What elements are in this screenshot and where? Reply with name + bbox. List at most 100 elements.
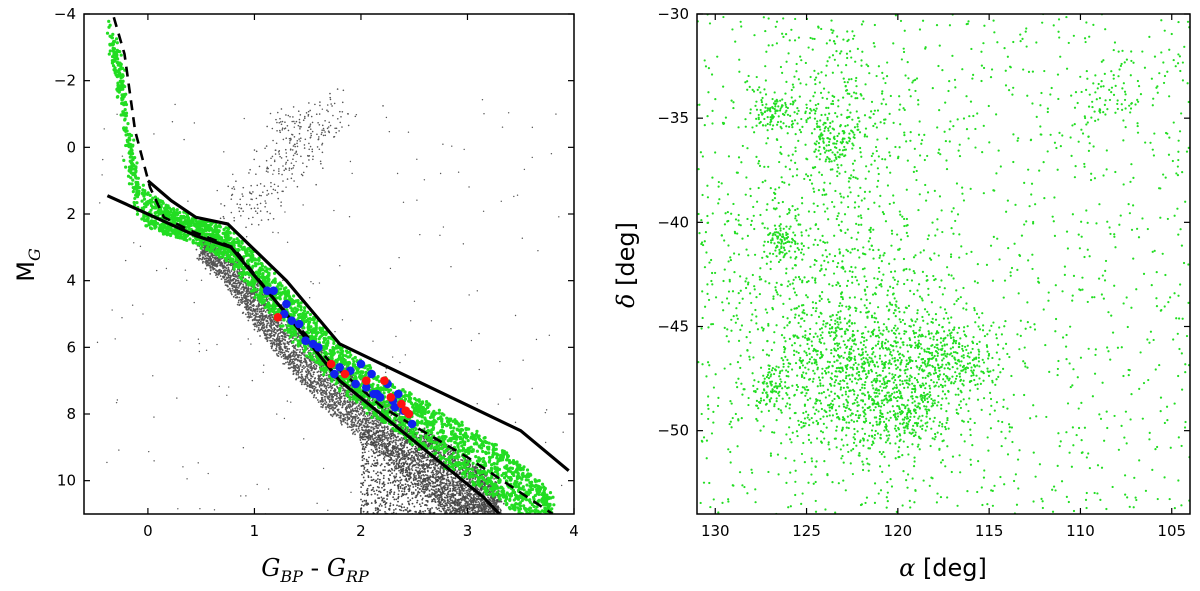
field-star (376, 420, 379, 423)
field-star (496, 502, 498, 504)
field-star (474, 501, 477, 504)
field-star (411, 465, 414, 468)
field-star (395, 464, 397, 467)
field-star (469, 510, 471, 513)
field-star (460, 459, 462, 461)
field-star (232, 273, 235, 276)
field-star (360, 420, 362, 423)
field-star (305, 387, 308, 390)
field-star (287, 363, 290, 366)
field-star (295, 373, 298, 376)
field-star (449, 451, 452, 453)
field-star (402, 471, 405, 474)
field-star (219, 275, 222, 277)
field-star (227, 279, 230, 282)
field-star (448, 500, 451, 503)
field-star (439, 451, 442, 454)
field-star (225, 273, 227, 276)
field-star (238, 304, 241, 307)
field-star (353, 421, 356, 424)
field-star (268, 329, 271, 332)
field-star (383, 459, 386, 461)
field-star (468, 508, 471, 511)
field-star (331, 400, 334, 403)
field-star (354, 433, 356, 436)
field-star (323, 389, 326, 392)
field-star (345, 410, 348, 413)
field-star (247, 286, 250, 289)
field-star (312, 382, 314, 384)
field-star (255, 319, 258, 322)
field-star (279, 351, 282, 354)
field-star (249, 295, 252, 297)
field-star (397, 439, 400, 442)
field-star (255, 305, 258, 308)
field-star (354, 413, 357, 416)
field-star (257, 327, 260, 329)
field-star (245, 298, 248, 301)
field-star (222, 269, 225, 272)
field-star (275, 347, 277, 350)
field-star (277, 321, 280, 324)
field-star (206, 263, 209, 266)
field-star (474, 511, 477, 514)
field-star (322, 379, 325, 381)
field-star (303, 367, 305, 370)
field-star (391, 461, 394, 464)
field-star (378, 440, 381, 442)
field-star (364, 415, 367, 418)
field-star (255, 291, 258, 293)
field-star (209, 272, 212, 275)
field-star (317, 379, 320, 382)
field-star (423, 474, 426, 477)
field-star (372, 422, 375, 424)
field-star (222, 276, 225, 279)
field-star (375, 436, 377, 438)
field-star (232, 295, 235, 298)
field-star (461, 492, 463, 495)
field-star (333, 388, 336, 390)
field-star (359, 432, 362, 435)
field-star (259, 335, 261, 337)
field-star (215, 274, 217, 277)
field-star (275, 343, 278, 346)
field-star (242, 285, 245, 288)
field-star (229, 281, 232, 284)
field-star (293, 353, 295, 356)
field-star (263, 332, 266, 335)
field-star (395, 450, 397, 453)
field-star (321, 398, 324, 401)
field-star (339, 395, 342, 398)
field-star (393, 461, 396, 464)
field-star (463, 504, 466, 507)
field-star (351, 432, 354, 435)
field-star (336, 408, 339, 411)
field-star (243, 290, 245, 292)
field-star (216, 276, 219, 279)
field-star (361, 421, 364, 424)
field-star (304, 381, 307, 384)
field-star (204, 251, 207, 253)
field-star (279, 345, 282, 348)
field-star (242, 283, 245, 286)
field-star (347, 404, 350, 406)
field-star (354, 416, 357, 419)
field-star (292, 370, 295, 373)
field-star (209, 265, 212, 268)
field-star (297, 355, 300, 358)
field-star (261, 324, 264, 327)
field-star (261, 326, 264, 329)
field-star (449, 510, 452, 513)
field-star (232, 285, 235, 287)
field-star (437, 472, 440, 475)
field-star (240, 296, 243, 299)
field-star (327, 379, 329, 382)
field-star (283, 335, 286, 338)
field-star (247, 287, 250, 290)
field-star (268, 324, 271, 327)
field-star (417, 466, 420, 469)
field-star (311, 391, 314, 394)
field-star (238, 283, 241, 286)
field-star (447, 451, 450, 454)
field-star (229, 289, 232, 292)
